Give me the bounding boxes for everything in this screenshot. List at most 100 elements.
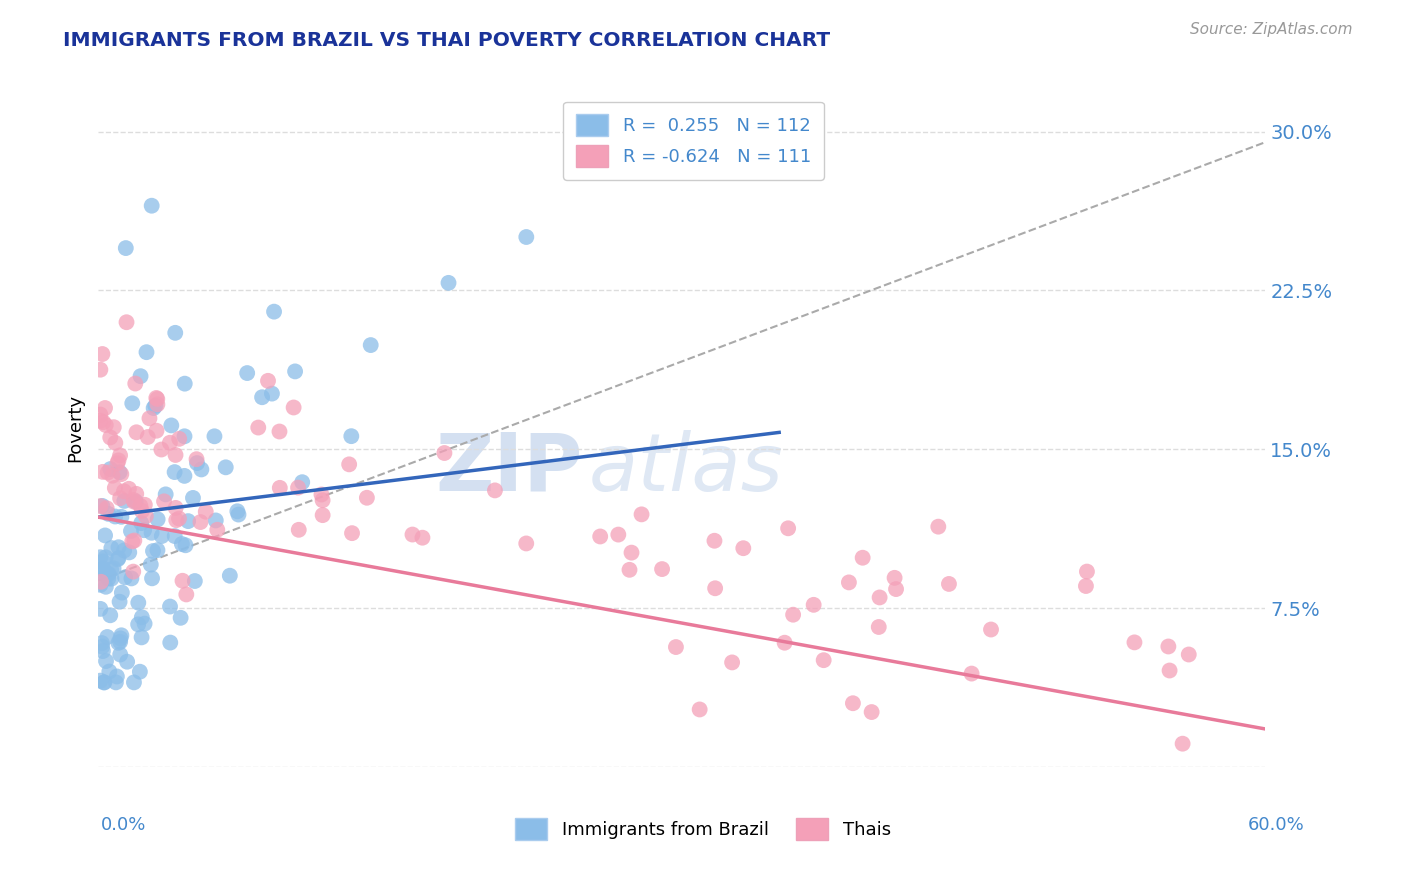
Point — [122, 492, 145, 507]
Point — [838, 575, 860, 590]
Point — [98, 608, 121, 623]
Point — [174, 538, 197, 552]
Point — [146, 543, 169, 558]
Point — [125, 487, 148, 501]
Point — [142, 401, 165, 415]
Point — [250, 390, 273, 404]
Point — [589, 529, 612, 543]
Point — [100, 563, 122, 577]
Point — [120, 571, 142, 585]
Point — [105, 669, 128, 683]
Point — [142, 544, 165, 558]
Point — [145, 399, 167, 413]
Point — [204, 513, 226, 527]
Point — [228, 508, 250, 522]
Point — [260, 386, 283, 401]
Point — [287, 481, 309, 495]
Point — [813, 653, 835, 667]
Point — [127, 617, 149, 632]
Point — [607, 527, 630, 541]
Point — [107, 551, 129, 566]
Point — [97, 566, 120, 581]
Point — [111, 585, 134, 599]
Point — [108, 465, 131, 479]
Point — [96, 501, 118, 516]
Y-axis label: Poverty: Poverty — [66, 394, 84, 462]
Point — [163, 465, 186, 479]
Point — [96, 566, 118, 581]
Point — [89, 414, 111, 428]
Point — [94, 418, 117, 433]
Point — [94, 401, 117, 415]
Point — [112, 484, 135, 499]
Point — [159, 435, 181, 450]
Point — [620, 546, 643, 560]
Point — [186, 456, 208, 470]
Point — [215, 460, 238, 475]
Point — [515, 230, 537, 244]
Point — [103, 561, 125, 575]
Point — [360, 338, 382, 352]
Point — [733, 541, 755, 556]
Point — [132, 523, 155, 537]
Point — [311, 508, 333, 523]
Point — [104, 436, 127, 450]
Point — [139, 558, 162, 572]
Point — [100, 541, 122, 555]
Point — [112, 543, 135, 558]
Point — [89, 602, 111, 616]
Point — [98, 462, 121, 476]
Point — [146, 512, 169, 526]
Point — [93, 675, 115, 690]
Point — [128, 665, 150, 679]
Point — [778, 521, 800, 535]
Point — [120, 524, 142, 538]
Point — [247, 420, 270, 434]
Point — [194, 505, 217, 519]
Point — [118, 545, 141, 559]
Point — [97, 572, 120, 586]
Point — [411, 531, 433, 545]
Point — [107, 636, 129, 650]
Point — [136, 430, 159, 444]
Point — [437, 276, 460, 290]
Point — [721, 656, 744, 670]
Point — [263, 304, 285, 318]
Point — [105, 456, 128, 470]
Point — [340, 526, 363, 541]
Point — [1159, 664, 1181, 678]
Point — [159, 599, 181, 614]
Point — [90, 574, 112, 589]
Point — [177, 514, 200, 528]
Point — [91, 561, 114, 575]
Point — [236, 366, 259, 380]
Point — [150, 442, 173, 457]
Point — [782, 607, 804, 622]
Point — [91, 499, 114, 513]
Point — [118, 482, 141, 496]
Point — [884, 582, 907, 596]
Point — [1171, 737, 1194, 751]
Point — [122, 565, 145, 579]
Point — [135, 345, 157, 359]
Point — [141, 525, 163, 540]
Point — [1177, 648, 1199, 662]
Point — [138, 411, 160, 425]
Point — [141, 199, 163, 213]
Point — [170, 537, 193, 551]
Point — [169, 611, 191, 625]
Point — [89, 550, 111, 565]
Point — [852, 550, 875, 565]
Point — [207, 523, 229, 537]
Point — [89, 362, 111, 376]
Point — [190, 462, 212, 476]
Point — [631, 151, 654, 165]
Legend: R =  0.255   N = 112, R = -0.624   N = 111: R = 0.255 N = 112, R = -0.624 N = 111 — [564, 102, 824, 180]
Point — [89, 673, 111, 688]
Point — [91, 644, 114, 658]
Point — [90, 566, 112, 580]
Point — [287, 523, 309, 537]
Point — [90, 636, 112, 650]
Point — [340, 429, 363, 443]
Point — [96, 630, 118, 644]
